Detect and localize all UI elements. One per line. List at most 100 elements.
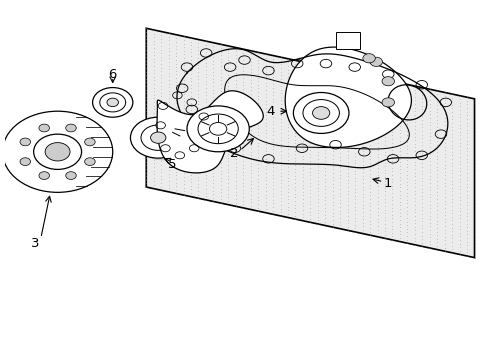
Point (149, 99, 157, 105)
Point (231, 99, 239, 104)
Point (246, 113, 254, 118)
Point (179, 98, 187, 104)
Point (187, 42, 195, 48)
Point (164, 131, 172, 137)
Point (224, 47, 232, 53)
Point (350, 143, 358, 148)
Point (328, 224, 336, 230)
Point (224, 155, 232, 161)
Point (209, 152, 217, 157)
Point (306, 133, 314, 139)
Point (373, 180, 381, 185)
Point (380, 207, 388, 212)
Point (336, 136, 344, 141)
Point (462, 159, 470, 165)
Point (149, 175, 157, 181)
Point (313, 116, 321, 122)
Point (336, 103, 344, 109)
Point (366, 106, 373, 112)
Point (224, 151, 232, 157)
Point (194, 80, 202, 86)
Point (157, 108, 165, 114)
Point (187, 183, 195, 189)
Point (246, 105, 254, 111)
Point (261, 177, 269, 183)
Point (395, 116, 403, 122)
Point (321, 147, 328, 153)
Point (462, 94, 470, 100)
Point (291, 130, 299, 135)
Point (440, 245, 447, 251)
Point (142, 29, 150, 35)
Point (388, 100, 396, 106)
Point (157, 162, 165, 168)
Point (254, 208, 262, 214)
Point (142, 69, 150, 75)
Point (157, 54, 165, 60)
Point (224, 112, 232, 117)
Point (380, 95, 388, 100)
Point (172, 180, 180, 185)
Point (343, 184, 351, 190)
Point (380, 84, 388, 90)
Point (187, 190, 195, 196)
Point (343, 217, 351, 222)
Point (306, 169, 314, 175)
Point (306, 75, 314, 81)
Point (149, 81, 157, 87)
Point (321, 150, 328, 156)
Point (239, 46, 246, 52)
Point (246, 87, 254, 93)
Point (202, 111, 209, 116)
Point (179, 44, 187, 50)
Point (432, 117, 440, 123)
Point (313, 91, 321, 97)
Point (164, 55, 172, 61)
Circle shape (312, 107, 329, 119)
Point (366, 178, 373, 184)
Point (455, 234, 463, 239)
Point (380, 196, 388, 202)
Point (328, 163, 336, 169)
Point (403, 143, 410, 149)
Point (179, 91, 187, 97)
Point (373, 151, 381, 157)
Point (388, 197, 396, 203)
Point (149, 121, 157, 127)
Point (418, 150, 426, 156)
Point (447, 207, 455, 212)
Point (343, 72, 351, 78)
Point (298, 95, 306, 101)
Point (298, 207, 306, 213)
Point (313, 62, 321, 68)
Point (418, 200, 426, 206)
Point (432, 146, 440, 152)
Point (217, 175, 224, 181)
Point (179, 192, 187, 198)
Point (343, 98, 351, 103)
Point (164, 117, 172, 123)
Point (194, 148, 202, 154)
Point (440, 122, 447, 128)
Point (343, 94, 351, 100)
Point (261, 210, 269, 216)
Point (313, 120, 321, 126)
Point (179, 113, 187, 118)
Point (149, 103, 157, 109)
Point (231, 164, 239, 170)
Point (403, 193, 410, 199)
Point (350, 153, 358, 159)
Point (425, 213, 433, 219)
Point (321, 114, 328, 120)
Text: 2: 2 (229, 147, 238, 160)
Point (246, 116, 254, 122)
Point (164, 185, 172, 191)
Point (291, 144, 299, 150)
Point (224, 191, 232, 197)
Point (209, 195, 217, 201)
Point (336, 121, 344, 127)
Point (172, 108, 180, 113)
Point (172, 79, 180, 85)
Point (164, 95, 172, 101)
Point (179, 145, 187, 151)
